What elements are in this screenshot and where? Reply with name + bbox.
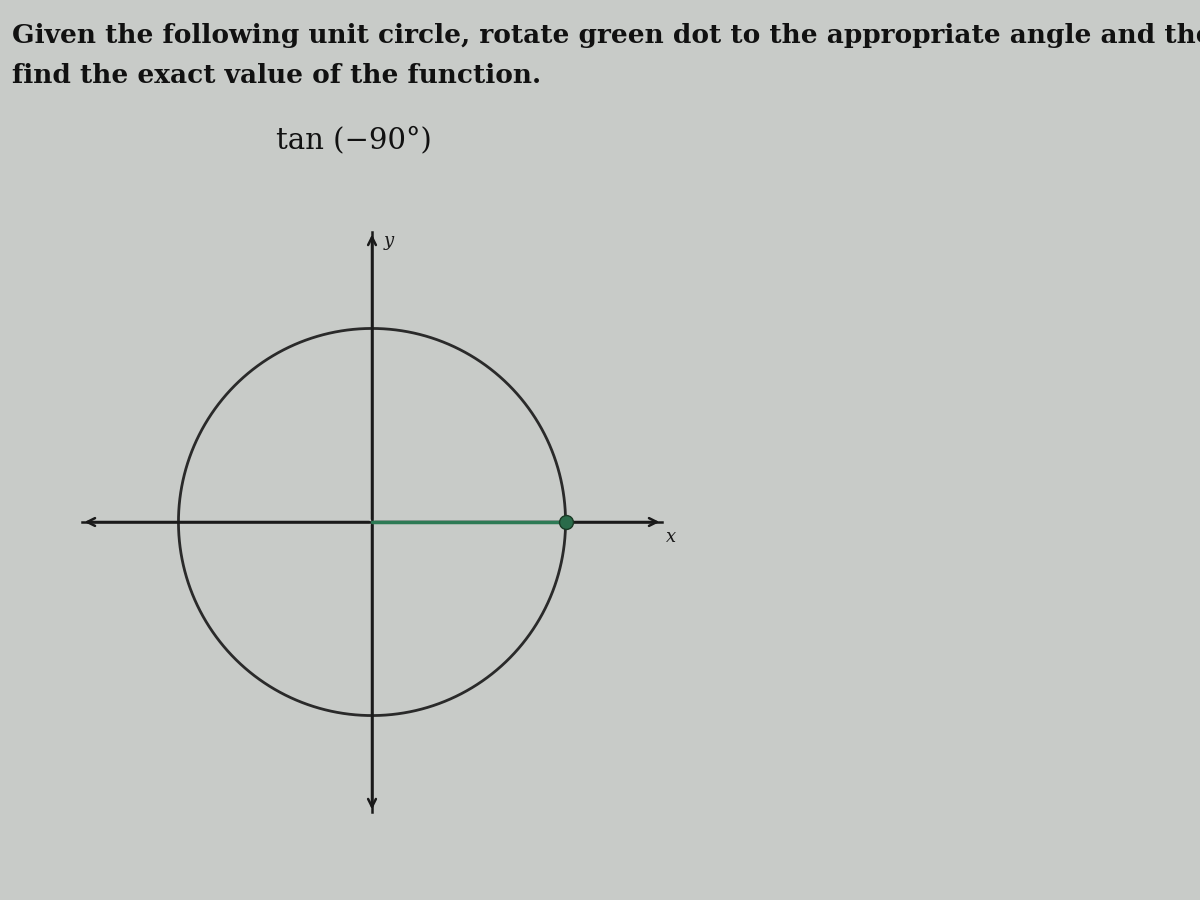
Text: Given the following unit circle, rotate green dot to the appropriate angle and t: Given the following unit circle, rotate … bbox=[12, 22, 1200, 48]
Text: y: y bbox=[384, 231, 394, 249]
Text: find the exact value of the function.: find the exact value of the function. bbox=[12, 63, 541, 88]
Point bbox=[556, 515, 575, 529]
Text: tan (−90°): tan (−90°) bbox=[276, 126, 432, 154]
Text: x: x bbox=[666, 528, 677, 546]
